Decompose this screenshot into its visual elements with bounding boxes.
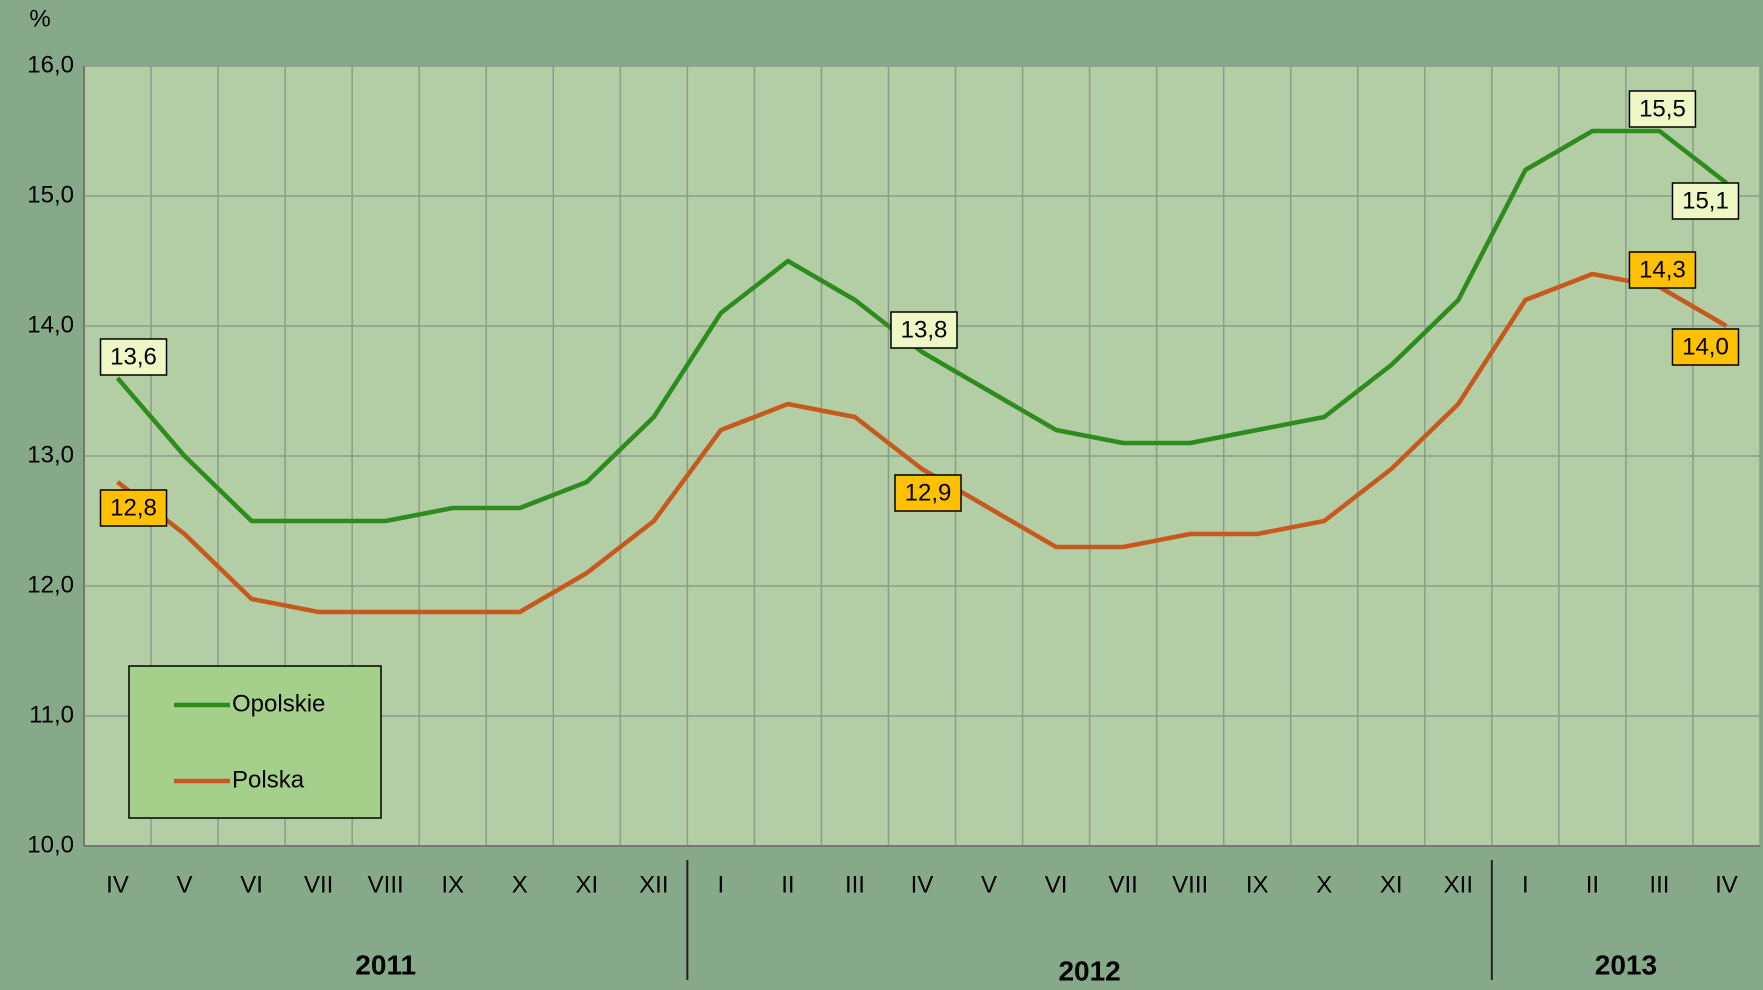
- legend-box: [128, 665, 382, 819]
- x-tick-label: I: [718, 871, 725, 898]
- x-tick-label: X: [512, 871, 528, 898]
- x-tick-label: VI: [1045, 871, 1068, 898]
- x-tick-label: VII: [304, 871, 333, 898]
- x-tick-label: IV: [1715, 871, 1738, 898]
- series-line: [116, 271, 1728, 615]
- y-tick-label: 11,0: [29, 701, 74, 728]
- legend-label: Opolskie: [232, 690, 325, 717]
- data-label-box: [1671, 182, 1740, 220]
- x-tick-label: XI: [575, 871, 598, 898]
- data-label-box: [890, 311, 958, 349]
- x-tick-label: V: [177, 871, 193, 898]
- series-line: [115, 128, 1728, 524]
- data-label-box: [1628, 90, 1697, 128]
- x-tick-label: III: [845, 871, 865, 898]
- data-label: 13,8: [901, 316, 948, 343]
- x-tick-label: IV: [911, 871, 934, 898]
- x-tick-label: VIII: [368, 871, 404, 898]
- y-tick-label: 14,0: [27, 311, 74, 338]
- y-tick-label: 10,0: [27, 831, 74, 858]
- data-label: 14,3: [1639, 256, 1686, 283]
- x-tick-label: X: [1316, 871, 1332, 898]
- data-label: 14,0: [1682, 333, 1729, 360]
- x-tick-label: XII: [1444, 871, 1473, 898]
- group-label: 2011: [355, 949, 416, 980]
- x-tick-label: XI: [1380, 871, 1403, 898]
- y-tick-label: 16,0: [27, 51, 74, 78]
- data-label: 13,6: [110, 343, 157, 370]
- data-label: 15,1: [1682, 187, 1729, 214]
- data-label-box: [1628, 251, 1697, 289]
- x-tick-label: XII: [639, 871, 668, 898]
- data-label: 12,8: [110, 494, 157, 521]
- x-tick-label: I: [1522, 871, 1529, 898]
- legend-label: Polska: [232, 766, 305, 793]
- y-tick-label: 15,0: [27, 181, 74, 208]
- x-tick-label: II: [1586, 871, 1599, 898]
- x-tick-label: III: [1649, 871, 1669, 898]
- x-tick-label: V: [981, 871, 997, 898]
- group-label: 2012: [1058, 955, 1120, 986]
- data-label: 12,9: [905, 479, 952, 506]
- x-tick-label: VI: [240, 871, 263, 898]
- data-label-box: [99, 338, 168, 376]
- x-tick-label: VIII: [1172, 871, 1208, 898]
- y-tick-label: 12,0: [27, 571, 74, 598]
- y-tick-label: 13,0: [27, 441, 74, 468]
- x-tick-label: IX: [441, 871, 464, 898]
- y-unit: %: [29, 5, 50, 32]
- x-tick-label: VII: [1108, 871, 1137, 898]
- data-label-box: [1671, 328, 1740, 366]
- group-label: 2013: [1595, 949, 1657, 980]
- x-tick-label: IX: [1246, 871, 1269, 898]
- x-tick-label: II: [781, 871, 794, 898]
- data-label-box: [99, 489, 168, 527]
- x-tick-label: IV: [106, 871, 129, 898]
- data-label-box: [894, 474, 962, 512]
- data-label: 15,5: [1639, 95, 1686, 122]
